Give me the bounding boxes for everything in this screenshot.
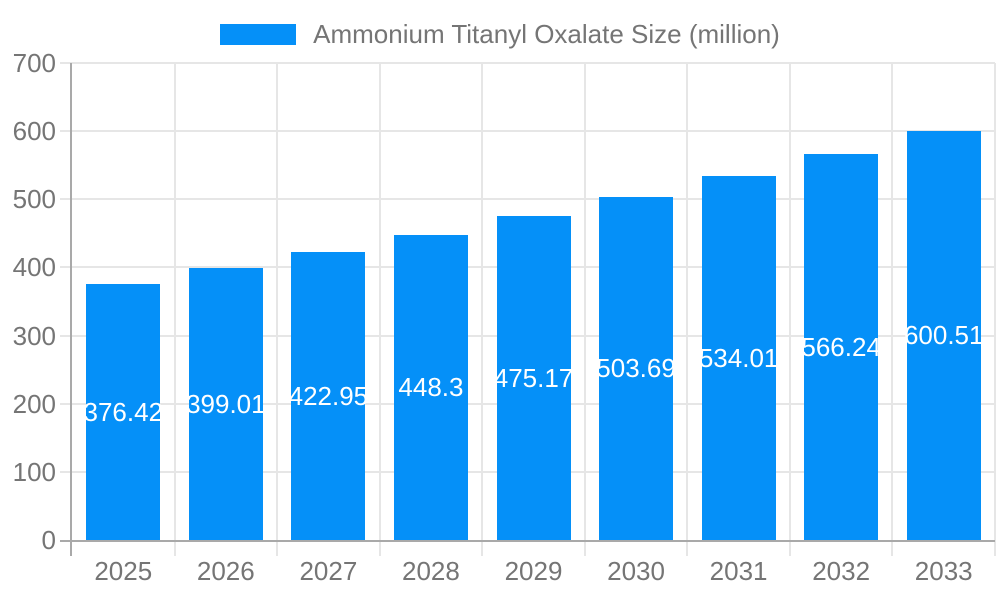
x-tick-label: 2029 xyxy=(504,556,563,586)
bar-2026 xyxy=(188,268,263,540)
bar-value-label: 448.3 xyxy=(398,372,464,403)
gridline-v xyxy=(481,63,484,556)
bar-2027 xyxy=(291,251,366,540)
legend-item[interactable]: Ammonium Titanyl Oxalate Size (million) xyxy=(220,19,780,49)
y-tick-label: 500 xyxy=(12,184,56,215)
bar-2030 xyxy=(599,196,674,540)
bar-2025 xyxy=(86,283,161,540)
bar-value-label: 534.01 xyxy=(698,343,779,374)
x-tick-label: 2025 xyxy=(94,556,153,586)
gridline-v xyxy=(788,63,791,556)
x-tick-label: 2031 xyxy=(709,556,768,586)
bar-value-label: 399.01 xyxy=(186,389,266,420)
gridline-v xyxy=(686,63,689,556)
x-tick-label: 2026 xyxy=(196,556,255,586)
legend-label: Ammonium Titanyl Oxalate Size (million) xyxy=(313,19,780,49)
x-axis-line xyxy=(60,540,995,542)
bar-value-label: 475.17 xyxy=(493,363,574,394)
x-tick-label: 2027 xyxy=(299,556,358,586)
gridline-v xyxy=(891,63,894,556)
bar-2031 xyxy=(701,176,776,540)
gridline-h xyxy=(60,130,995,133)
gridline-h xyxy=(60,62,995,64)
y-tick-label: 100 xyxy=(12,456,56,487)
gridline-v xyxy=(276,63,279,556)
x-tick-label: 2032 xyxy=(812,556,871,586)
y-tick-label: 200 xyxy=(12,388,56,419)
y-tick-label: 700 xyxy=(12,48,56,78)
x-tick-label: 2030 xyxy=(607,556,665,586)
bar-value-label: 566.24 xyxy=(801,332,881,363)
gridline-v xyxy=(583,63,586,556)
y-axis-line xyxy=(70,63,72,556)
y-tick-label: 600 xyxy=(12,116,56,147)
gridline-v xyxy=(173,63,176,556)
x-tick-label: 2033 xyxy=(914,556,973,586)
y-tick-label: 0 xyxy=(41,525,56,555)
plot-area: 0 100 200 300 400 500 600 700 376.42 2025 399.01 20… xyxy=(13,48,996,586)
bar-value-label: 422.95 xyxy=(288,380,369,411)
legend-swatch xyxy=(220,23,297,45)
gridline-h xyxy=(60,198,995,201)
gridline-v xyxy=(994,63,996,556)
bar-2029 xyxy=(496,216,571,540)
y-tick-label: 400 xyxy=(12,252,56,283)
bar-2033 xyxy=(906,130,981,540)
bar-2028 xyxy=(393,234,468,540)
chart-legend: Ammonium Titanyl Oxalate Size (million) xyxy=(0,19,1000,49)
gridline-v xyxy=(378,63,381,556)
bar-value-label: 600.51 xyxy=(903,320,984,351)
bar-2032 xyxy=(804,154,879,540)
bar-value-label: 503.69 xyxy=(596,353,676,384)
x-tick-label: 2028 xyxy=(402,556,460,586)
y-tick-label: 300 xyxy=(12,320,56,351)
bar-value-label: 376.42 xyxy=(83,396,164,427)
